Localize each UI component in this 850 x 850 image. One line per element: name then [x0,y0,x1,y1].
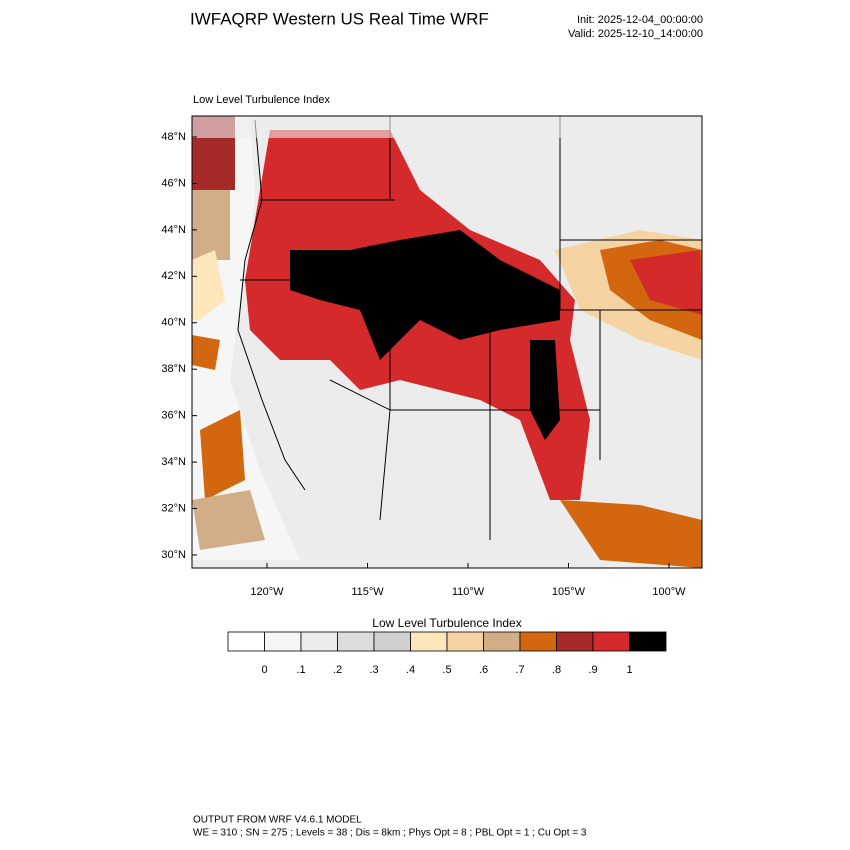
colorbar-box [227,631,265,652]
map-title: Low Level Turbulence Index [193,94,330,106]
colorbar-label: .4 [406,664,415,676]
colorbar-box [483,631,521,652]
colorbar-label: .5 [442,664,451,676]
colorbar-label: .8 [552,664,561,676]
colorbar-box [519,631,557,652]
colorbar-box [300,631,338,652]
lon-label: 105°W [552,586,586,598]
map-axes: 48°N 46°N 44°N 42°N 40°N 38°N 36°N 34°N 32°N 30°N… [161,131,686,598]
lat-label: 32°N [161,502,186,514]
lat-label: 34°N [161,456,186,468]
colorbar-label: .3 [369,664,378,676]
valid-time: Valid: 2025-12-10_14:00:00 [568,28,703,40]
colorbar-label: .7 [515,664,524,676]
colorbar-box [592,631,630,652]
colorbar-label: .6 [479,664,488,676]
lon-label: 100°W [652,586,686,598]
page-title: IWFAQRP Western US Real Time WRF [190,9,489,28]
colorbar-box [556,631,594,652]
lon-label: 115°W [351,586,384,598]
lon-label: 110°W [452,586,485,598]
colorbar-label: .1 [296,664,305,676]
lat-label: 36°N [161,410,186,422]
colorbar-box [337,631,375,652]
lat-label: 30°N [161,549,186,561]
footer-line: WE = 310 ; SN = 275 ; Levels = 38 ; Dis … [193,828,587,839]
colorbar-label: .9 [588,664,597,676]
colorbar: 0 .1 .2 .3 .4 .5 .6 .7 .8 .9 1 [227,631,667,676]
lat-label: 48°N [161,131,186,143]
colorbar-box [264,631,302,652]
colorbar-label: .2 [333,664,342,676]
lat-label: 46°N [161,177,186,189]
footer-line: OUTPUT FROM WRF V4.6.1 MODEL [193,815,362,826]
colorbar-box [410,631,448,652]
colorbar-box [373,631,411,652]
colorbar-box [629,631,667,652]
colorbar-label: 1 [626,664,632,676]
lat-label: 40°N [161,317,186,329]
lon-label: 120°W [250,586,284,598]
colorbar-box [446,631,484,652]
lat-label: 42°N [161,270,186,282]
lat-label: 44°N [161,224,186,236]
colorbar-label: 0 [261,664,267,676]
map-field [192,116,702,568]
colorbar-title: Low Level Turbulence Index [372,616,521,630]
map-frame [191,115,703,569]
lat-label: 38°N [161,363,186,375]
init-time: Init: 2025-12-04_00:00:00 [577,14,703,26]
